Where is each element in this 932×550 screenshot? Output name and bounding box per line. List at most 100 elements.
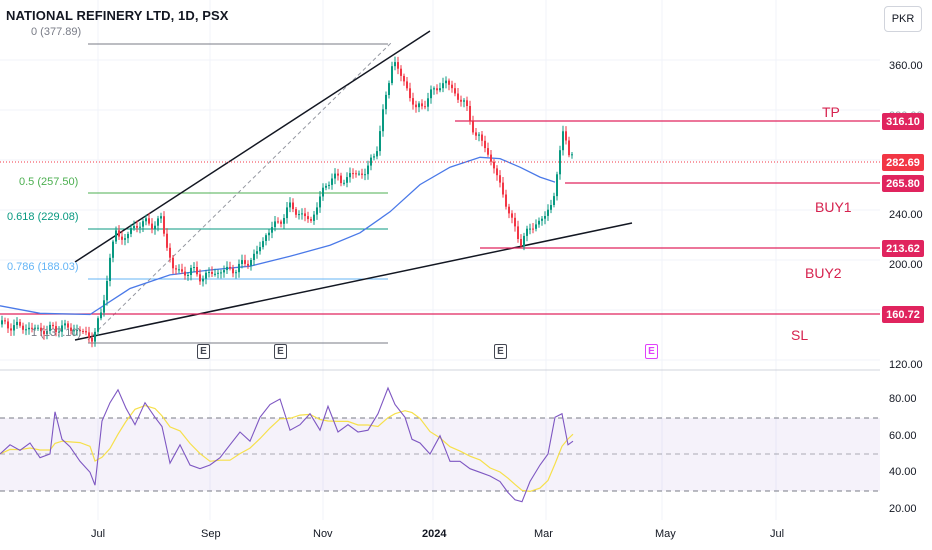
candle — [85, 331, 87, 333]
fibonacci-retracement[interactable] — [87, 41, 393, 344]
candle — [370, 157, 372, 166]
fib-trend-line — [87, 41, 393, 341]
tp-price-tag: 316.10 — [882, 113, 924, 130]
candle — [343, 182, 345, 184]
candle — [313, 214, 315, 221]
candle — [394, 62, 396, 67]
candle — [7, 321, 9, 329]
candle — [112, 241, 114, 258]
candle — [355, 173, 357, 175]
candle — [508, 206, 510, 214]
candle — [373, 156, 375, 158]
currency-button[interactable]: PKR — [884, 6, 922, 32]
candle — [1, 320, 3, 325]
candle — [115, 230, 117, 242]
candle — [397, 62, 399, 69]
candle — [349, 173, 351, 178]
candle — [499, 175, 501, 183]
price-axis-label: 240.00 — [889, 209, 923, 221]
buy1-price-tag: 265.80 — [882, 175, 924, 192]
candle — [82, 331, 84, 332]
candle — [430, 89, 432, 99]
candle — [178, 269, 180, 271]
candle — [571, 154, 573, 156]
sl-label: SL — [791, 327, 809, 343]
candle — [199, 274, 201, 282]
candle — [286, 207, 288, 219]
candle — [163, 216, 165, 234]
candle — [19, 321, 21, 326]
earnings-marker[interactable]: E — [274, 344, 287, 359]
candle — [280, 221, 282, 224]
candle — [520, 239, 522, 247]
candle — [73, 330, 75, 332]
candle — [406, 81, 408, 89]
candle — [292, 202, 294, 210]
candle — [109, 257, 111, 281]
candle — [49, 324, 51, 331]
candle — [202, 278, 204, 282]
candle — [211, 272, 213, 274]
price-axis-label: 360.00 — [889, 60, 923, 72]
trend-lines[interactable] — [74, 30, 633, 341]
time-axis-label: Jul — [91, 528, 106, 540]
candle — [505, 194, 507, 207]
candle — [34, 327, 36, 329]
candle — [154, 225, 156, 230]
candle — [544, 216, 546, 219]
candle — [346, 177, 348, 183]
candle — [463, 100, 465, 102]
candle — [559, 150, 561, 175]
candle — [274, 221, 276, 228]
candle — [97, 318, 99, 332]
candle — [442, 83, 444, 89]
candle — [358, 173, 360, 175]
candle — [172, 257, 174, 269]
candle — [259, 247, 261, 252]
candle — [58, 331, 60, 333]
fib-label-1: 1 (137.10) — [31, 327, 82, 339]
candle — [418, 103, 420, 108]
candle — [403, 75, 405, 82]
candle — [322, 187, 324, 197]
candle — [130, 228, 132, 234]
candle — [148, 218, 150, 224]
horizontal-levels[interactable] — [0, 120, 880, 315]
candle — [70, 327, 72, 331]
candle — [13, 325, 15, 331]
buy1-label: BUY1 — [815, 199, 852, 215]
candle — [52, 324, 54, 327]
candle — [145, 218, 147, 222]
earnings-marker[interactable]: E — [494, 344, 507, 359]
rsi-axis-label: 80.00 — [889, 393, 917, 405]
candle — [376, 151, 378, 157]
candle — [409, 88, 411, 99]
candle — [415, 104, 417, 108]
candle — [226, 266, 228, 271]
time-axis-label: Mar — [534, 528, 553, 540]
candle — [79, 329, 81, 332]
candle — [64, 323, 66, 326]
earnings-marker-upcoming[interactable]: E — [645, 344, 658, 359]
candle — [268, 232, 270, 236]
candle — [319, 196, 321, 208]
candle — [412, 98, 414, 105]
candle — [103, 300, 105, 313]
candle — [208, 272, 210, 273]
candle — [469, 106, 471, 122]
candle — [427, 98, 429, 107]
candle — [4, 320, 6, 322]
rsi-axis-label: 40.00 — [889, 466, 917, 478]
candle — [256, 251, 258, 254]
candle — [55, 326, 57, 332]
candle — [157, 218, 159, 226]
candle — [37, 327, 39, 329]
earnings-marker[interactable]: E — [197, 344, 210, 359]
candle — [25, 329, 27, 331]
candle — [529, 228, 531, 230]
candle — [295, 209, 297, 215]
candle — [241, 260, 243, 264]
candle — [484, 140, 486, 149]
candle — [262, 241, 264, 248]
